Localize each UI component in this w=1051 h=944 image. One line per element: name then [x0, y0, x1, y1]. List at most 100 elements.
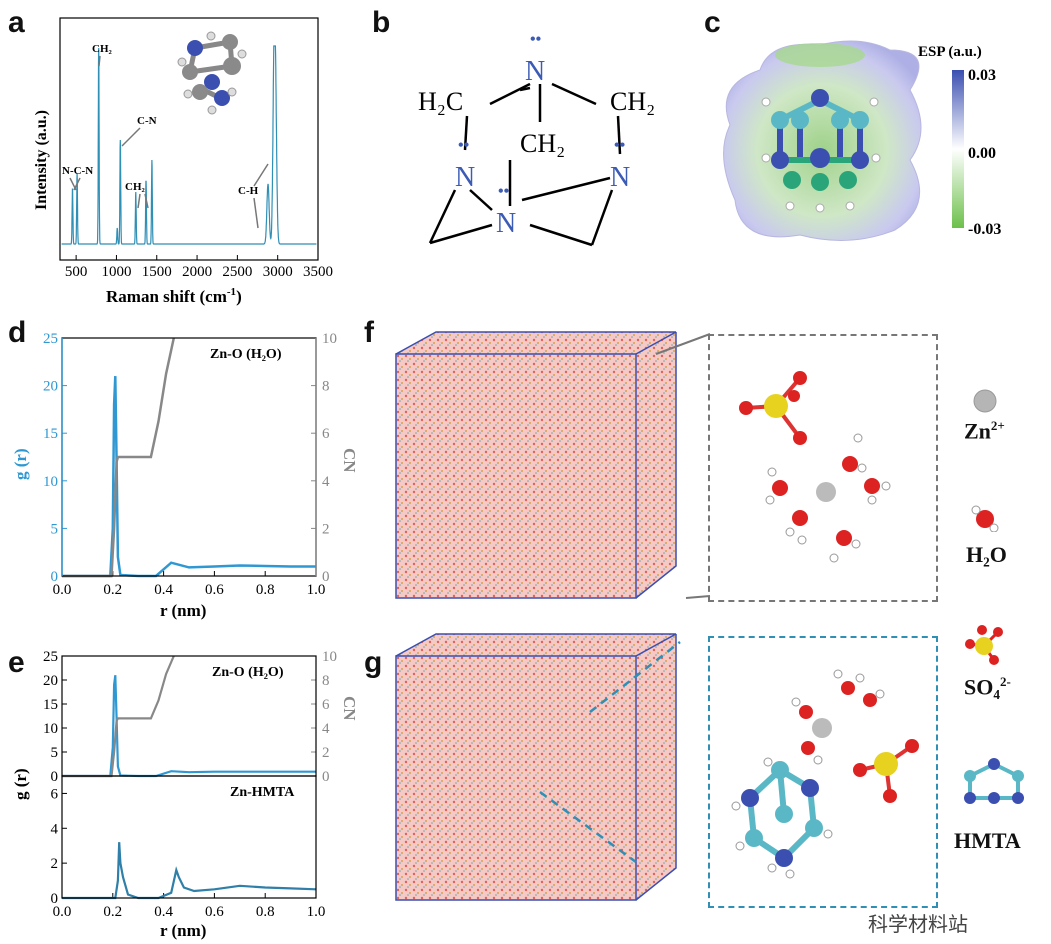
raman-xtick-label: 1000: [101, 264, 131, 280]
atom-h2c-left: H₂C: [418, 87, 463, 116]
e-annotation-top: Zn-O (H₂O): [212, 665, 284, 680]
water-hydrogens-icon: [765, 433, 891, 563]
d-xlabel: r (nm): [160, 601, 206, 620]
panel-label-g: g: [364, 646, 383, 679]
zoom-connector-f: [655, 333, 711, 599]
d-annotation: Zn-O (H₂O): [210, 347, 282, 362]
panel-label-b: b: [372, 6, 391, 39]
e-top-left-ytick-label: 20: [43, 673, 58, 689]
e-bottom-left-ytick-label: 0: [51, 891, 59, 907]
hmta-structure-diagram: N H₂C CH₂ CH₂ N N N •• •• •• ••: [418, 31, 655, 247]
e-xtick-label: 0.8: [256, 904, 275, 920]
d-left-ytick-label: 15: [43, 426, 58, 442]
zoom-inset-g: [708, 636, 938, 908]
e-top-right-ytick-label: 10: [322, 649, 337, 665]
raman-chart: 500 1000 1500 2000 2500 3000 3500 Intensity (a…: [33, 17, 333, 306]
d-right-ytick-label: 10: [322, 331, 337, 347]
e-top-left-ytick-label: 10: [43, 721, 58, 737]
d-left-ytick-label: 0: [51, 569, 59, 585]
d-ylabel-right: CN: [340, 448, 359, 473]
e-top-right-ytick-label: 8: [322, 673, 330, 689]
zn-hmta-cluster-icon: [731, 669, 919, 879]
raman-ylabel: Intensity (a.u.): [33, 110, 50, 210]
e-gr-top-line: [62, 675, 316, 778]
e-bottom-left-ytick-label: 4: [51, 821, 59, 837]
zn-hydration-cluster-icon: [739, 371, 891, 563]
raman-annot-cn: C-N: [137, 115, 157, 127]
e-top-right-ytick-label: 6: [322, 697, 330, 713]
hmta-bonds: [428, 82, 622, 247]
sulfate-legend-label: SO₄2-: [964, 674, 1011, 700]
sulfate-legend-icon: [965, 625, 1003, 665]
e-top-left-ytick-label: 15: [43, 697, 58, 713]
d-gr-line: [62, 376, 316, 578]
d-left-ytick-label: 10: [43, 474, 58, 490]
legend: Zn2+ H₂O SO₄2- HMTA: [954, 384, 1050, 944]
e-xtick-label: 0.0: [53, 904, 72, 920]
esp-colorbar-max: 0.03: [968, 67, 996, 84]
raman-xtick-label: 2500: [222, 264, 252, 280]
sim-box-front-g: [395, 655, 637, 901]
e-gr-bottom-line: [62, 842, 317, 900]
esp-map: ESP (a.u.) 0.03 0.00 -0.03: [723, 40, 1001, 241]
atom-n-left: N: [455, 162, 475, 193]
hmta-legend-icon: [964, 758, 1024, 804]
raman-xtick-label: 3000: [263, 264, 293, 280]
esp-surface: [723, 40, 922, 241]
atom-ch2-center: CH₂: [520, 129, 565, 158]
zn-legend-label: Zn2+: [964, 418, 1005, 444]
e-xtick-label: 1.0: [307, 904, 326, 920]
zn-ion-icon-g: [812, 718, 832, 738]
d-xtick-label: 0.0: [53, 582, 72, 598]
panel-label-d: d: [8, 316, 27, 349]
d-left-ytick-label: 5: [51, 521, 59, 537]
e-xtick-label: 0.6: [205, 904, 224, 920]
d-right-ytick-label: 2: [322, 521, 330, 537]
raman-spectrum-line: [61, 45, 317, 245]
zoom-inset-f: [708, 334, 938, 602]
sim-box-front-f: [395, 353, 637, 599]
hmta-molecule-inset-icon: [177, 31, 247, 115]
panel-label-a: a: [8, 6, 25, 39]
d-left-ytick-label: 25: [43, 331, 58, 347]
water-legend-icon: [971, 505, 999, 532]
atom-n-top: N: [525, 56, 545, 87]
raman-xtick-label: 3500: [303, 264, 333, 280]
raman-annot-ch2-1: CH₂: [92, 43, 113, 55]
esp-colorbar-mid: 0.00: [968, 145, 996, 162]
d-left-ytick-label: 20: [43, 379, 58, 395]
lone-pair-top: ••: [530, 31, 541, 48]
watermark: 科学材料站: [868, 912, 968, 936]
e-ylabel-right: CN: [340, 696, 359, 721]
e-top-left-ytick-label: 25: [43, 649, 58, 665]
esp-colorbar-min: -0.03: [968, 221, 1001, 238]
atom-n-right: N: [610, 162, 630, 193]
e-top-right-ytick-label: 2: [322, 745, 330, 761]
lone-pair-right: ••: [614, 137, 625, 154]
sulfate-ion-icon-g: [853, 739, 919, 803]
raman-xtick-label: 1500: [142, 264, 172, 280]
d-right-ytick-label: 4: [322, 474, 330, 490]
zn-legend-icon: [973, 389, 997, 413]
rdf-chart-e: 0.0 0.2 0.4 0.6 0.8 1.0051015202502468100246 …: [11, 649, 359, 940]
e-top-left-ytick-label: 0: [51, 769, 59, 785]
simulation-box-f: [395, 331, 677, 599]
lone-pair-left: ••: [458, 137, 469, 154]
d-xtick-label: 0.2: [103, 582, 122, 598]
water-molecules-icon: [772, 456, 880, 546]
e-top-right-ytick-label: 0: [322, 769, 330, 785]
zn-ion-icon: [816, 482, 836, 502]
e-bottom-left-ytick-label: 6: [51, 786, 59, 802]
d-right-ytick-label: 0: [322, 569, 330, 585]
d-axes-frame: [61, 337, 317, 577]
e-annotation-bottom: Zn-HMTA: [230, 785, 295, 800]
e-cn-top-line: [62, 655, 175, 778]
esp-green-cap: [775, 43, 865, 67]
e-top-right-ytick-label: 4: [322, 721, 330, 737]
d-xtick-label: 1.0: [307, 582, 326, 598]
e-bottom-axes-frame: [61, 775, 317, 899]
raman-annot-ch: C-H: [238, 185, 259, 197]
lone-pair-bottom: ••: [498, 183, 509, 200]
d-xtick-label: 0.4: [154, 582, 173, 598]
hmta-legend-label: HMTA: [954, 828, 1021, 853]
